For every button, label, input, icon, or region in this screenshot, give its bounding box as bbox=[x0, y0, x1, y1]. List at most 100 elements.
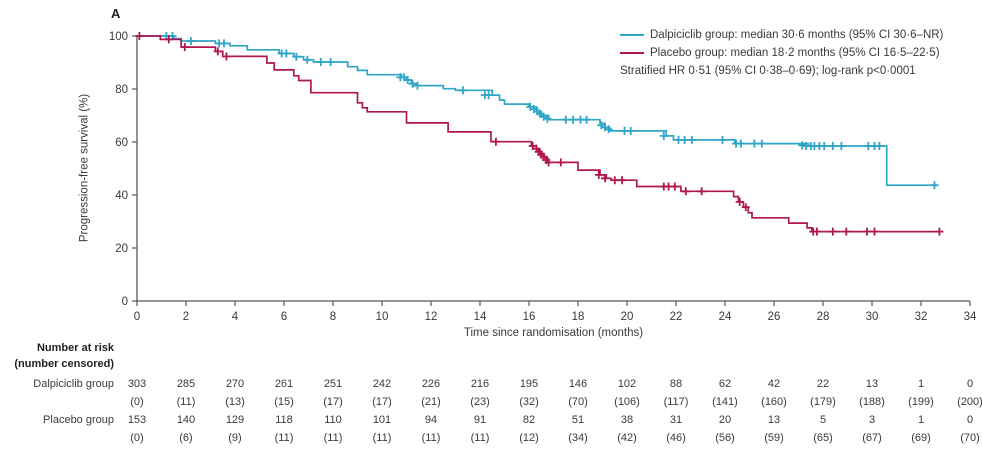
censored-count: (17) bbox=[372, 396, 392, 408]
x-tick-label: 26 bbox=[768, 311, 781, 323]
censored-count: (21) bbox=[421, 396, 441, 408]
censor-mark bbox=[413, 81, 422, 90]
censored-count: (32) bbox=[519, 396, 539, 408]
x-tick-label: 2 bbox=[183, 311, 189, 323]
at-risk-count: 285 bbox=[176, 378, 196, 390]
censor-mark bbox=[326, 58, 335, 66]
x-tick-label: 0 bbox=[134, 311, 140, 323]
at-risk-count: 20 bbox=[718, 414, 732, 426]
at-risk-count: 88 bbox=[669, 378, 683, 390]
censored-count: (0) bbox=[130, 432, 144, 444]
at-risk-count: 42 bbox=[767, 378, 781, 390]
censor-mark bbox=[618, 176, 627, 185]
x-tick-label: 20 bbox=[621, 311, 634, 323]
at-risk-count: 226 bbox=[421, 378, 441, 390]
censor-mark bbox=[718, 135, 727, 144]
censor-mark bbox=[484, 91, 493, 100]
at-risk-count: 13 bbox=[865, 378, 879, 390]
at-risk-count: 31 bbox=[669, 414, 683, 426]
x-tick-label: 30 bbox=[866, 311, 879, 323]
censor-mark bbox=[164, 35, 173, 44]
legend-hr-annotation: Stratified HR 0·51 (95% CI 0·38–0·69); l… bbox=[620, 62, 943, 80]
censor-mark bbox=[741, 203, 750, 212]
at-risk-count: 118 bbox=[275, 414, 293, 426]
legend-entry-placebo: Placebo group: median 18·2 months (95% C… bbox=[620, 44, 943, 62]
x-tick-label: 24 bbox=[719, 311, 732, 323]
censor-mark bbox=[303, 55, 312, 64]
dalpiciclib-line-swatch-icon bbox=[620, 34, 644, 36]
censor-mark bbox=[735, 197, 744, 206]
censor-mark bbox=[626, 126, 635, 135]
censor-mark bbox=[282, 49, 291, 58]
censored-count: (34) bbox=[568, 432, 588, 444]
censor-mark bbox=[594, 170, 603, 179]
at-risk-count: 13 bbox=[767, 414, 781, 426]
at-risk-count: 195 bbox=[519, 378, 539, 390]
km-curve-dalpiciclib-group bbox=[137, 35, 936, 187]
censored-count: (17) bbox=[323, 396, 343, 408]
y-tick-label: 0 bbox=[122, 296, 128, 308]
at-risk-count: 51 bbox=[571, 414, 585, 426]
censored-count: (199) bbox=[908, 396, 934, 408]
censored-count: (23) bbox=[470, 396, 490, 408]
censor-mark bbox=[812, 227, 821, 236]
at-risk-count: 303 bbox=[127, 378, 147, 390]
at-risk-count: 94 bbox=[424, 414, 438, 426]
censor-mark bbox=[863, 227, 872, 236]
x-tick-label: 6 bbox=[281, 311, 287, 323]
at-risk-header-line2: (number censored) bbox=[14, 358, 114, 370]
censor-mark bbox=[697, 187, 706, 196]
at-risk-count: 110 bbox=[324, 414, 342, 426]
censor-mark bbox=[556, 158, 565, 167]
censored-count: (9) bbox=[228, 432, 242, 444]
x-tick-label: 34 bbox=[964, 311, 977, 323]
censor-mark bbox=[750, 139, 759, 148]
at-risk-count: 38 bbox=[620, 414, 634, 426]
censor-mark bbox=[180, 43, 189, 52]
x-tick-label: 16 bbox=[523, 311, 536, 323]
censor-mark bbox=[687, 135, 696, 144]
at-risk-count: 82 bbox=[522, 414, 536, 426]
censor-mark bbox=[458, 86, 467, 95]
censor-mark bbox=[757, 139, 766, 148]
censor-mark bbox=[544, 158, 553, 167]
at-risk-count: 140 bbox=[176, 414, 196, 426]
censored-count: (56) bbox=[715, 432, 735, 444]
censored-count: (42) bbox=[617, 432, 637, 444]
at-risk-count: 242 bbox=[372, 378, 392, 390]
at-risk-count: 22 bbox=[816, 378, 830, 390]
censor-mark bbox=[491, 137, 500, 146]
at-risk-count: 102 bbox=[617, 378, 637, 390]
censored-count: (59) bbox=[764, 432, 784, 444]
censor-mark bbox=[601, 174, 609, 183]
at-risk-count: 270 bbox=[225, 378, 245, 390]
at-risk-count: 3 bbox=[868, 414, 876, 426]
censor-mark bbox=[828, 227, 837, 236]
censored-count: (200) bbox=[957, 396, 982, 408]
censor-mark bbox=[870, 227, 879, 236]
censor-mark bbox=[820, 142, 829, 150]
y-tick-label: 80 bbox=[115, 84, 128, 96]
censor-mark bbox=[222, 52, 231, 61]
censored-count: (141) bbox=[712, 396, 738, 408]
censor-mark bbox=[828, 142, 837, 150]
x-tick-label: 12 bbox=[425, 311, 438, 323]
censor-mark bbox=[220, 39, 228, 48]
panel-label: A bbox=[111, 6, 121, 21]
x-tick-label: 18 bbox=[572, 311, 585, 323]
at-risk-count: 62 bbox=[718, 378, 732, 390]
censor-mark bbox=[186, 37, 195, 45]
at-risk-count: 251 bbox=[323, 378, 343, 390]
censored-count: (13) bbox=[225, 396, 245, 408]
legend-entry-dalpiciclib-text: Dalpiciclib group: median 30·6 months (9… bbox=[650, 29, 944, 41]
at-risk-count: 101 bbox=[372, 414, 392, 426]
censored-count: (188) bbox=[859, 396, 885, 408]
at-risk-count: 0 bbox=[966, 378, 974, 390]
censored-count: (6) bbox=[179, 432, 193, 444]
x-tick-label: 4 bbox=[232, 311, 239, 323]
x-tick-label: 14 bbox=[474, 311, 487, 323]
censored-count: (160) bbox=[761, 396, 787, 408]
censored-count: (11) bbox=[323, 432, 343, 444]
